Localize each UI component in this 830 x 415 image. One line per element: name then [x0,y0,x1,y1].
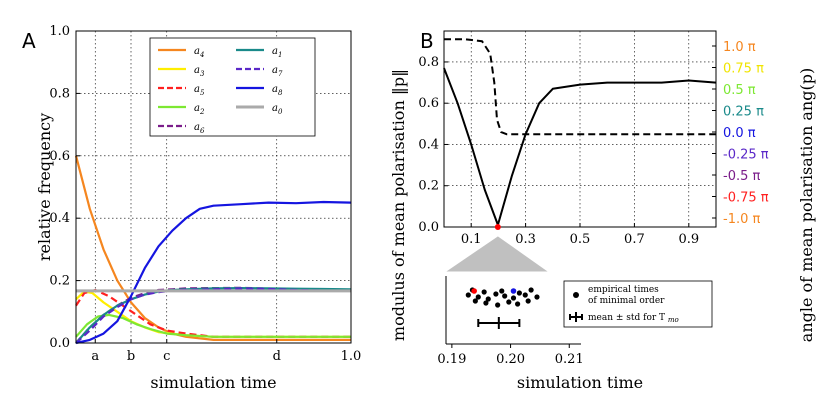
min-order-marker [494,224,501,230]
inset-point [495,302,501,308]
x-tick-label: a [91,349,99,364]
x-axis-label-a: simulation time [150,373,276,392]
angle-tick-label: 0.5 π [723,83,756,98]
y-tick-label: 0.6 [49,149,70,164]
legend-label-a3: a3 [194,65,205,78]
angle-tick-label: -1.0 π [723,212,760,227]
panel-b-label: B [420,29,434,53]
x-tick-label: 1.0 [341,349,362,364]
x-tick-label: 0.5 [570,232,591,247]
legend-label-a6: a6 [194,122,205,135]
series-line-a5 [75,288,351,338]
angle-tick-label: 0.0 π [723,126,756,141]
angle-tick-label: 1.0 π [723,40,756,55]
inset-point [522,292,528,298]
inset-highlight-point [471,288,477,294]
inset-point [506,299,512,305]
y-tick-label: 0.8 [418,55,439,70]
x-tick-label: d [273,349,281,364]
inset-point [515,301,521,307]
inset-point [525,298,531,304]
series-line-modulus [443,67,717,226]
inset-x-tick-label: 0.20 [496,352,525,367]
inset-point [493,291,499,297]
legend-label-a4: a4 [194,46,204,59]
series-line-a6 [75,286,352,344]
inset-point [528,287,534,293]
angle-tick-label: 0.25 π [723,105,764,120]
series-line-angle [444,38,716,136]
y-tick-label: 0.4 [418,137,439,152]
y-tick-label: 0.4 [49,211,70,226]
y-tick-label: 1.0 [49,24,70,39]
legend-label-errorbar: mean ± std for T mo [588,313,679,324]
legend-label-points-1: empirical times [588,285,659,295]
angle-tick-label: 0.75 π [723,62,764,77]
series-line-a3 [75,290,351,338]
panel-a-plot: 0.0 0.2 0.4 0.6 0.8 1.0 a b c d 1.0 simulation time… [35,24,361,392]
inset-point [483,300,489,306]
y-tick-label: 0.2 [418,179,439,194]
x-tick-label: c [163,349,170,364]
legend-label-a1: a1 [272,46,282,59]
inset-point [510,295,517,301]
legend-swatch-points [573,292,579,298]
legend-label-a7: a7 [272,65,283,78]
x-tick-label: 0.3 [515,232,536,247]
panel-b-plot: 0.0 0.2 0.4 0.6 0.8 0.1 0.3 0.5 0.7 0.9 1.0 π 0.75 … [389,30,816,392]
inset-point [502,293,508,299]
y-axis-label-b-right: angle of mean polarisation ang(p) [797,68,816,342]
legend-label-a2: a2 [194,103,205,116]
legend-label-a5: a5 [194,84,205,97]
inset-point [481,289,487,295]
legend-label-a8: a8 [272,84,283,97]
series-line-a4 [74,155,351,341]
y-tick-label: 0.6 [418,96,439,111]
series-line-a1 [75,287,352,344]
panel-a-label: A [22,29,36,53]
inset-point [499,288,505,294]
inset-x-tick-label: 0.19 [437,352,466,367]
inset-point [472,298,478,304]
y-axis-label-b: modulus of mean polarisation ‖p‖ [389,69,408,341]
plot-frame-a [75,30,352,344]
angle-tick-label: -0.75 π [723,191,769,206]
series-line-a8 [75,200,352,345]
legend-label-points-2: of minimal order [588,296,665,306]
legend-label-a0: a0 [272,103,283,116]
y-tick-label: 0.8 [49,86,70,101]
inset-point [534,294,540,300]
inset-point [516,290,522,296]
y-tick-label: 0.0 [418,220,439,235]
legend-box-a [149,37,316,137]
angle-tick-label: -0.5 π [723,169,760,184]
inset-point [465,292,471,298]
inset-x-tick-label: 0.21 [555,352,584,367]
y-tick-label: 0.2 [49,274,70,289]
angle-tick-label: -0.25 π [723,148,769,163]
zoom-wedge [446,236,548,272]
x-axis-label-b: simulation time [517,373,643,392]
x-tick-label: 0.7 [624,232,645,247]
x-tick-label: 0.9 [678,232,699,247]
inset-point [475,294,481,300]
x-tick-label: 0.1 [461,232,482,247]
y-tick-label: 0.0 [49,336,70,351]
inset-point [485,296,491,302]
inset-highlight-point [510,288,517,294]
x-tick-label: b [127,349,135,364]
y-axis-label-a: relative frequency [35,113,54,261]
series-line-a2 [75,313,351,338]
inset-legend-box [563,280,713,328]
